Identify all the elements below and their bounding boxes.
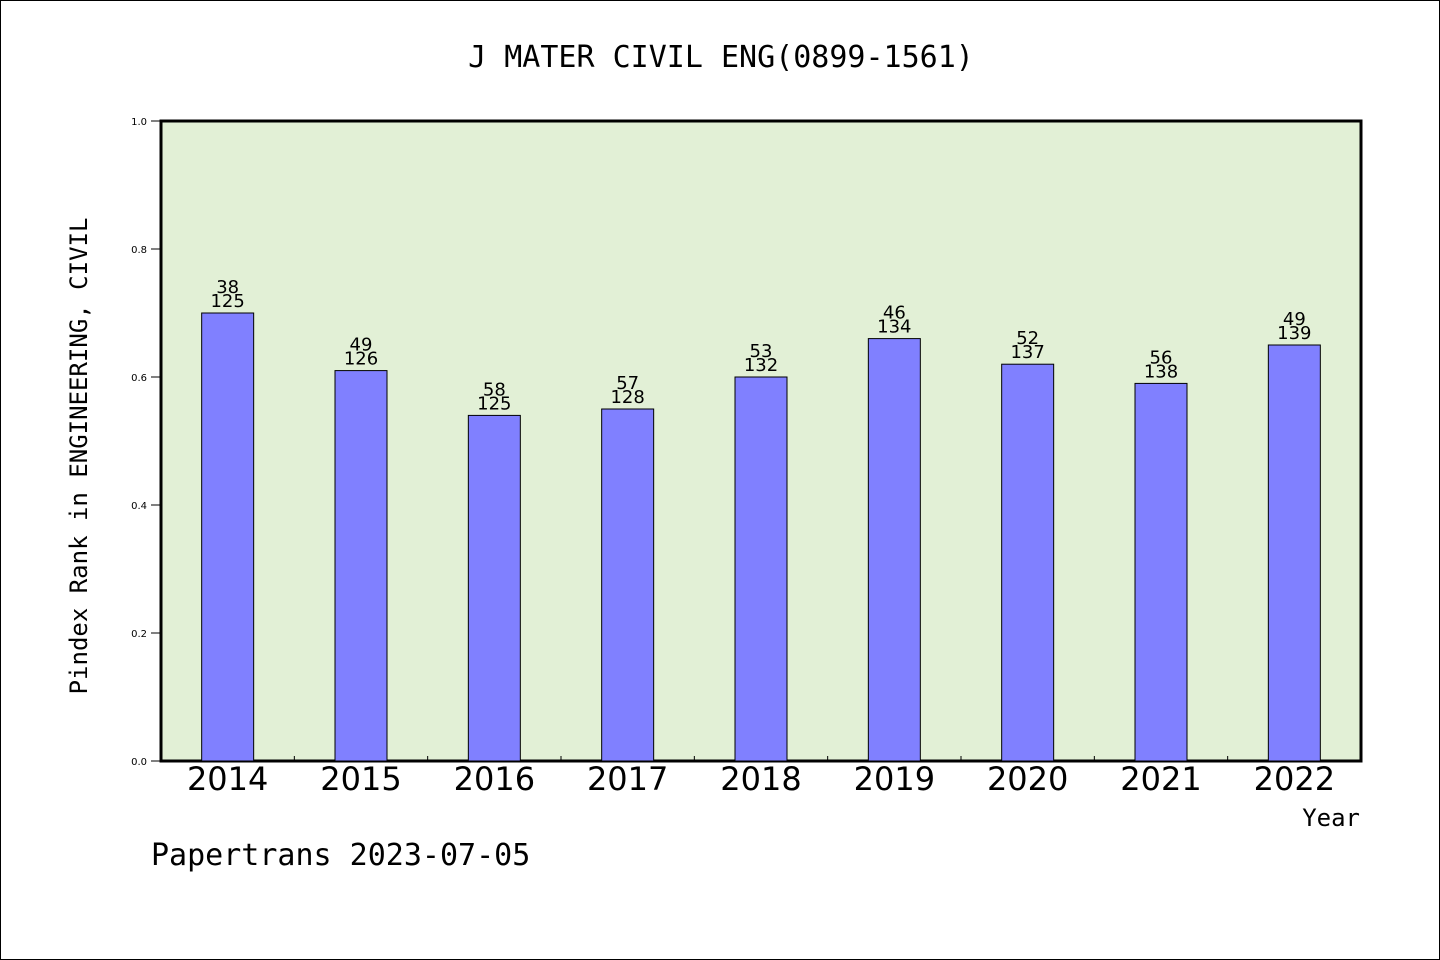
rank-label-2016: 58 [483,379,506,400]
total-label-2022: 139 [1277,323,1311,344]
bar-2021 [1134,382,1188,762]
rank-label-2019: 46 [883,303,906,324]
y-tick-label: 0.6 [131,373,147,384]
x-tick-label-2021: 2021 [1120,760,1201,798]
x-tick-label-2018: 2018 [720,760,801,798]
rank-label-2018: 53 [750,341,773,362]
bar-2017 [601,408,655,762]
x-axis-label: Year [1302,804,1360,832]
y-tick-label: 0.0 [131,757,147,768]
total-label-2017: 128 [610,387,644,408]
total-label-2018: 132 [744,355,778,376]
y-tick-label: 0.2 [131,629,147,640]
bar-2016 [467,414,521,762]
x-tick-label-2015: 2015 [320,760,401,798]
rank-label-2020: 52 [1016,328,1039,349]
bar-2019 [867,338,921,762]
rank-label-2014: 38 [216,277,239,298]
total-label-2020: 137 [1010,342,1044,363]
bar-2014 [201,312,255,762]
y-tick-label: 1.0 [131,117,147,128]
rank-label-2022: 49 [1283,309,1306,330]
total-label-2014: 125 [210,291,244,312]
bar-2015 [334,370,388,762]
footer-credit: Papertrans 2023-07-05 [151,838,530,873]
rank-label-2017: 57 [616,373,639,394]
x-axis: 2014 2015 2016 2017 2018 2019 2020 2021 2022 [187,756,1335,798]
total-label-2021: 138 [1144,361,1178,382]
x-tick-label-2022: 2022 [1254,760,1335,798]
chart-title: J MATER CIVIL ENG(0899-1561) [468,40,974,75]
bar-2020 [1001,363,1055,762]
y-axis-label: Pindex Rank in ENGINEERING, CIVIL [65,218,93,695]
x-tick-label-2016: 2016 [454,760,535,798]
x-tick-label-2014: 2014 [187,760,268,798]
x-tick-label-2017: 2017 [587,760,668,798]
bar-2018 [734,376,788,762]
y-tick-label: 0.8 [131,245,147,256]
total-label-2016: 125 [477,393,511,414]
rank-label-2021: 56 [1150,347,1173,368]
y-axis: 0.0 0.2 0.4 0.6 0.8 1.0 [131,117,161,768]
rank-label-2015: 49 [350,335,373,356]
x-tick-label-2019: 2019 [854,760,935,798]
x-tick-label-2020: 2020 [987,760,1068,798]
total-label-2015: 126 [344,349,378,370]
total-label-2019: 134 [877,317,911,338]
y-tick-label: 0.4 [131,501,147,512]
bar-2022 [1267,344,1321,762]
